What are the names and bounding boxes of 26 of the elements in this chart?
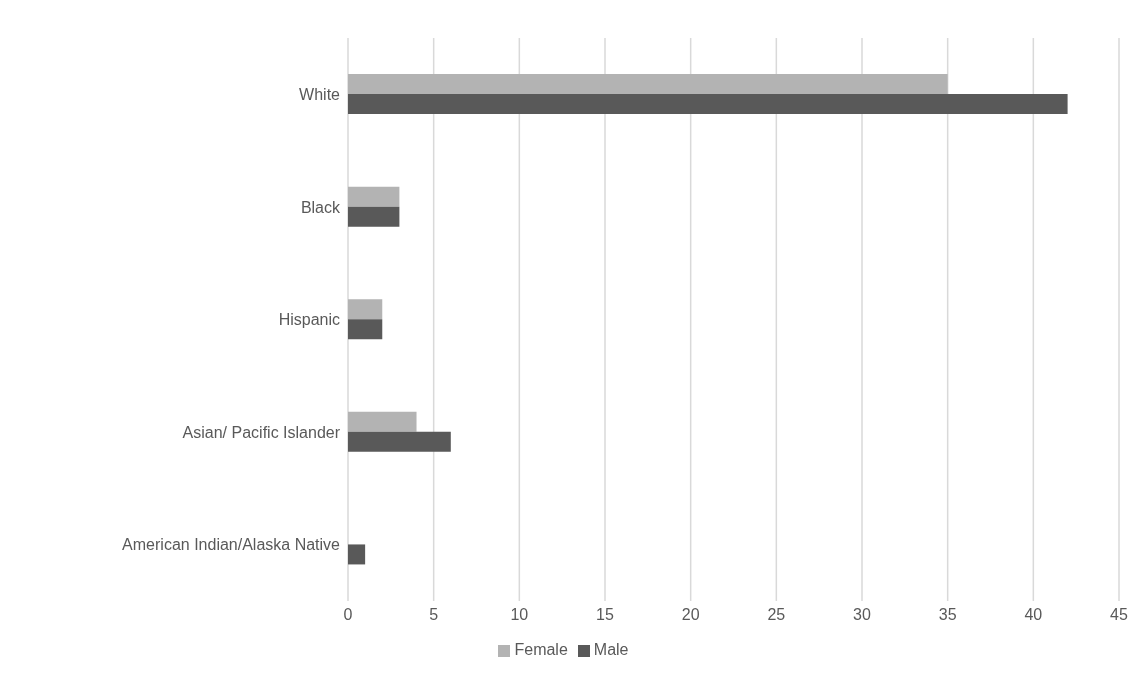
x-tick-label: 15	[596, 606, 614, 624]
bar	[348, 74, 948, 95]
bar	[348, 206, 400, 227]
y-tick-label: Asian/ Pacific Islander	[182, 423, 341, 441]
y-tick-label: American Indian/Alaska Native	[122, 536, 341, 554]
x-tick-label: 35	[938, 606, 957, 624]
x-tick-label: 10	[510, 606, 529, 624]
x-tick-label: 20	[681, 606, 700, 624]
x-tick-label: 25	[767, 606, 786, 624]
legend-label: Female	[514, 641, 568, 658]
bar	[348, 299, 383, 320]
bar	[348, 319, 383, 340]
x-tick-label: 5	[429, 606, 439, 624]
bar	[348, 544, 366, 565]
x-tick-label: 0	[343, 606, 353, 624]
legend-label: Male	[593, 641, 629, 658]
bar	[348, 186, 400, 207]
bar	[348, 94, 1068, 115]
y-tick-label: White	[299, 85, 341, 103]
y-tick-label: Black	[300, 198, 341, 216]
bar	[348, 411, 417, 432]
bar	[348, 431, 451, 452]
x-tick-label: 30	[853, 606, 871, 624]
x-tick-label: 45	[1110, 606, 1128, 624]
x-tick-label: 40	[1024, 606, 1043, 624]
y-tick-label: Hispanic	[278, 311, 340, 329]
